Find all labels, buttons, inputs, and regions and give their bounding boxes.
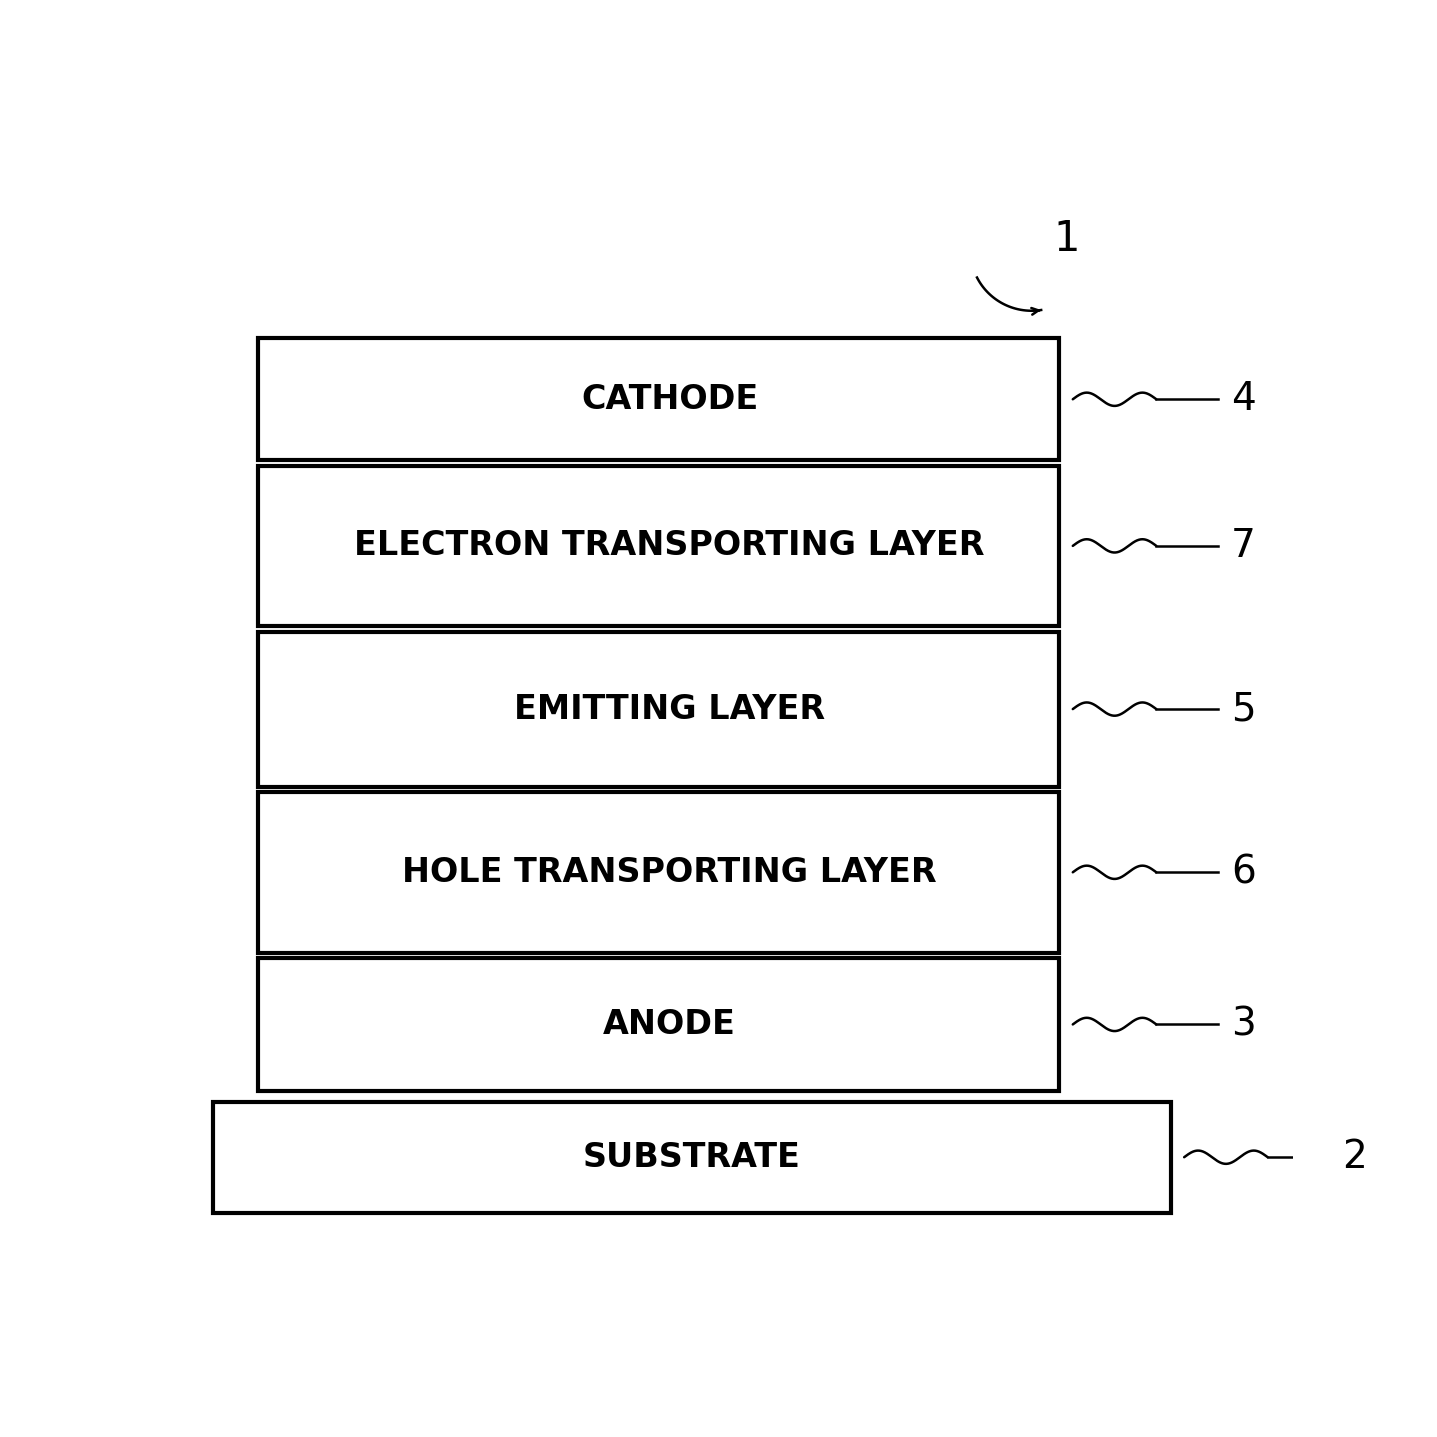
Text: HOLE TRANSPORTING LAYER: HOLE TRANSPORTING LAYER bbox=[402, 856, 937, 890]
Text: 7: 7 bbox=[1232, 527, 1256, 565]
Text: 4: 4 bbox=[1232, 381, 1256, 418]
Text: EMITTING LAYER: EMITTING LAYER bbox=[514, 693, 825, 726]
Bar bbox=[257, 632, 1059, 786]
Text: 2: 2 bbox=[1342, 1138, 1367, 1177]
Bar bbox=[257, 466, 1059, 627]
Text: 3: 3 bbox=[1232, 1006, 1256, 1043]
Text: 6: 6 bbox=[1232, 854, 1256, 891]
Bar bbox=[257, 958, 1059, 1091]
Text: 1: 1 bbox=[1053, 218, 1081, 260]
Text: 5: 5 bbox=[1232, 690, 1256, 729]
Bar bbox=[213, 1102, 1171, 1213]
Text: SUBSTRATE: SUBSTRATE bbox=[583, 1141, 800, 1174]
Text: CATHODE: CATHODE bbox=[581, 382, 759, 415]
Text: ANODE: ANODE bbox=[604, 1007, 736, 1040]
Text: ELECTRON TRANSPORTING LAYER: ELECTRON TRANSPORTING LAYER bbox=[355, 529, 984, 562]
Bar bbox=[257, 339, 1059, 460]
Bar bbox=[257, 792, 1059, 953]
